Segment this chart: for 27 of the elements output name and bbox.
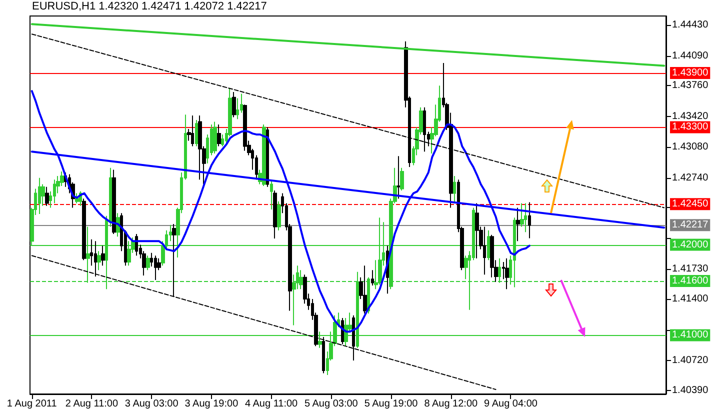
y-tick-label: 1.40390 (672, 384, 709, 396)
y-tick-label: 1.43080 (672, 142, 709, 153)
y-tick-label: 1.43760 (672, 80, 709, 92)
y-tick-label: 1.41730 (672, 264, 709, 275)
x-tick-label: 4 Aug 11:00 (244, 398, 298, 410)
x-tick-label: 5 Aug 19:00 (364, 398, 418, 410)
ref-line-label: 1.43300 (672, 122, 709, 133)
y-tick-label: 1.44430 (672, 20, 709, 31)
x-tick-label: 8 Aug 12:00 (424, 398, 478, 410)
x-tick-label: 1 Aug 2011 (6, 398, 58, 410)
x-tick-label: 3 Aug 03:00 (124, 398, 179, 410)
ref-line-label: 1.42217 (672, 220, 709, 231)
x-tick-label: 2 Aug 11:00 (65, 398, 118, 410)
ref-line-label: 1.41600 (672, 275, 709, 286)
y-tick-label: 1.42740 (672, 172, 709, 184)
ref-line-label: 1.43900 (672, 67, 709, 78)
y-tick-label: 1.43420 (672, 110, 709, 122)
ref-line-label: 1.42000 (672, 239, 709, 250)
y-tick-label: 1.40720 (672, 355, 709, 366)
ref-line-label: 1.42450 (672, 198, 709, 210)
ref-line-label: 1.41000 (672, 330, 709, 341)
y-tick-label: 1.44090 (672, 50, 709, 62)
x-tick-label: 9 Aug 04:00 (484, 398, 538, 410)
x-tick-label: 3 Aug 19:00 (184, 398, 239, 410)
x-tick-label: 5 Aug 03:00 (304, 398, 358, 410)
y-tick-label: 1.41400 (672, 294, 709, 305)
chart-title: EURUSD,H1 1.42320 1.42471 1.42072 1.42217 (32, 0, 267, 12)
